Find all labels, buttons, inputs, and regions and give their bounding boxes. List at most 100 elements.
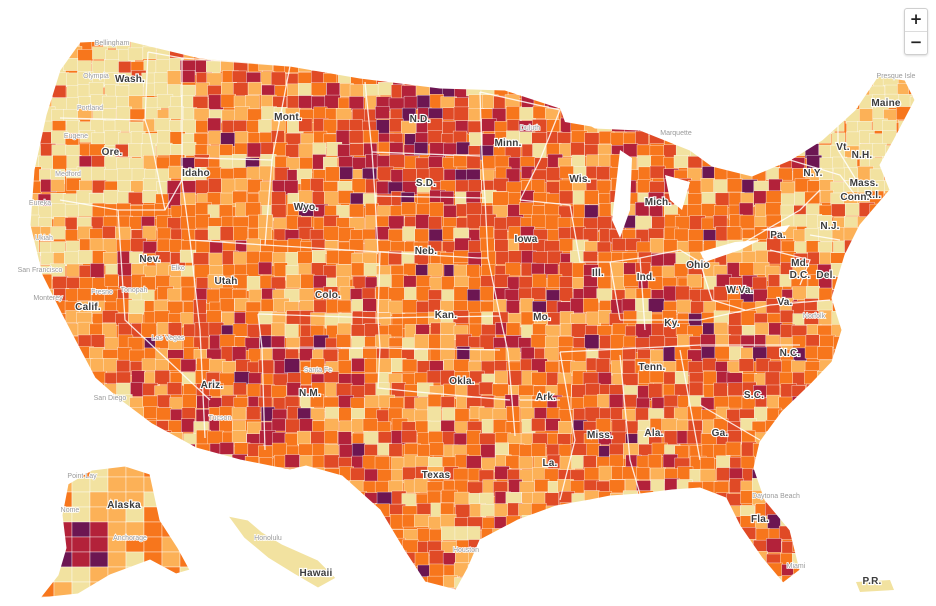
county-cell[interactable] xyxy=(193,108,210,121)
county-cell[interactable] xyxy=(585,575,601,590)
county-cell[interactable] xyxy=(569,553,584,568)
county-cell[interactable] xyxy=(754,587,771,601)
county-cell[interactable] xyxy=(687,85,703,99)
county-cell[interactable] xyxy=(661,94,676,109)
county-cell[interactable] xyxy=(885,503,902,518)
county-cell[interactable] xyxy=(742,36,758,51)
county-cell[interactable] xyxy=(911,383,926,397)
county-cell[interactable] xyxy=(350,577,368,591)
county-cell[interactable] xyxy=(207,117,222,132)
county-cell[interactable] xyxy=(610,97,627,113)
borough-cell[interactable] xyxy=(89,491,109,508)
county-cell[interactable] xyxy=(38,538,54,552)
county-cell[interactable] xyxy=(766,538,782,553)
county-cell[interactable] xyxy=(104,273,119,287)
county-cell[interactable] xyxy=(194,514,210,528)
county-cell[interactable] xyxy=(830,502,847,516)
county-cell[interactable] xyxy=(805,444,821,458)
county-cell[interactable] xyxy=(843,264,859,280)
county-cell[interactable] xyxy=(64,358,79,374)
county-cell[interactable] xyxy=(806,83,823,98)
county-cell[interactable] xyxy=(89,238,105,252)
county-cell[interactable] xyxy=(831,203,846,217)
county-cell[interactable] xyxy=(310,358,325,374)
county-cell[interactable] xyxy=(818,85,833,100)
county-cell[interactable] xyxy=(506,565,522,579)
county-cell[interactable] xyxy=(313,517,328,531)
county-cell[interactable] xyxy=(728,395,744,409)
county-cell[interactable] xyxy=(842,84,858,97)
county-cell[interactable] xyxy=(872,299,888,314)
county-cell[interactable] xyxy=(911,514,926,528)
county-cell[interactable] xyxy=(89,421,104,437)
county-cell[interactable] xyxy=(767,468,781,484)
county-cell[interactable] xyxy=(726,226,742,241)
county-cell[interactable] xyxy=(401,563,415,578)
county-cell[interactable] xyxy=(480,348,497,362)
county-cell[interactable] xyxy=(374,456,390,471)
county-cell[interactable] xyxy=(755,574,772,588)
county-cell[interactable] xyxy=(699,457,715,470)
county-cell[interactable] xyxy=(208,585,224,599)
county-cell[interactable] xyxy=(339,529,355,545)
county-cell[interactable] xyxy=(297,49,314,64)
county-cell[interactable] xyxy=(364,382,378,397)
county-cell[interactable] xyxy=(882,457,899,473)
county-cell[interactable] xyxy=(712,73,729,89)
county-cell[interactable] xyxy=(336,334,351,348)
county-cell[interactable] xyxy=(244,481,260,495)
county-cell[interactable] xyxy=(571,48,586,64)
county-cell[interactable] xyxy=(170,516,187,532)
county-cell[interactable] xyxy=(677,46,692,61)
county-cell[interactable] xyxy=(520,298,534,314)
county-cell[interactable] xyxy=(39,396,55,411)
county-cell[interactable] xyxy=(830,93,844,109)
county-cell[interactable] xyxy=(324,480,341,495)
county-cell[interactable] xyxy=(271,418,286,432)
county-cell[interactable] xyxy=(817,505,832,518)
county-cell[interactable] xyxy=(820,478,836,493)
county-cell[interactable] xyxy=(261,491,278,507)
county-cell[interactable] xyxy=(686,430,702,445)
borough-cell[interactable] xyxy=(125,581,145,598)
county-cell[interactable] xyxy=(466,430,481,445)
county-cell[interactable] xyxy=(870,478,886,493)
borough-cell[interactable] xyxy=(36,551,55,568)
county-cell[interactable] xyxy=(767,132,782,147)
county-cell[interactable] xyxy=(701,71,717,86)
county-cell[interactable] xyxy=(351,443,366,457)
county-cell[interactable] xyxy=(675,94,690,108)
county-cell[interactable] xyxy=(219,565,236,581)
county-cell[interactable] xyxy=(273,573,290,588)
county-cell[interactable] xyxy=(258,445,274,459)
county-cell[interactable] xyxy=(167,468,182,482)
county-cell[interactable] xyxy=(104,430,119,444)
county-cell[interactable] xyxy=(882,130,897,145)
county-cell[interactable] xyxy=(286,35,301,49)
county-cell[interactable] xyxy=(778,502,794,516)
county-cell[interactable] xyxy=(846,301,861,315)
county-cell[interactable] xyxy=(220,491,236,505)
county-cell[interactable] xyxy=(882,480,899,496)
county-cell[interactable] xyxy=(870,372,885,388)
county-cell[interactable] xyxy=(351,178,367,193)
county-cell[interactable] xyxy=(65,177,82,191)
county-cell[interactable] xyxy=(885,324,900,340)
county-cell[interactable] xyxy=(363,431,380,445)
county-cell[interactable] xyxy=(765,456,779,472)
county-cell[interactable] xyxy=(859,108,874,122)
county-cell[interactable] xyxy=(595,540,611,554)
county-cell[interactable] xyxy=(845,360,860,376)
county-cell[interactable] xyxy=(727,121,743,136)
county-cell[interactable] xyxy=(755,457,770,472)
county-cell[interactable] xyxy=(807,70,822,83)
county-cell[interactable] xyxy=(713,132,731,146)
county-cell[interactable] xyxy=(584,467,600,482)
county-cell[interactable] xyxy=(663,517,678,531)
county-cell[interactable] xyxy=(584,527,601,541)
county-cell[interactable] xyxy=(883,227,900,241)
county-cell[interactable] xyxy=(453,286,469,301)
county-cell[interactable] xyxy=(622,537,638,551)
county-cell[interactable] xyxy=(910,491,924,505)
county-cell[interactable] xyxy=(77,334,94,348)
